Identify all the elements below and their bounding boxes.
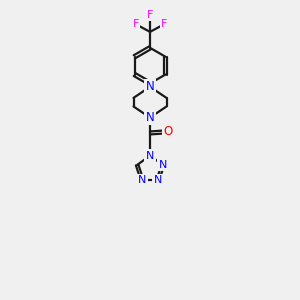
Text: F: F — [132, 20, 139, 29]
Text: F: F — [147, 10, 153, 20]
Text: N: N — [146, 80, 154, 93]
Text: O: O — [164, 125, 173, 139]
Text: N: N — [159, 160, 167, 170]
Text: N: N — [138, 175, 146, 185]
Text: N: N — [146, 151, 154, 160]
Text: N: N — [154, 175, 162, 185]
Text: N: N — [146, 111, 154, 124]
Text: F: F — [161, 20, 168, 29]
